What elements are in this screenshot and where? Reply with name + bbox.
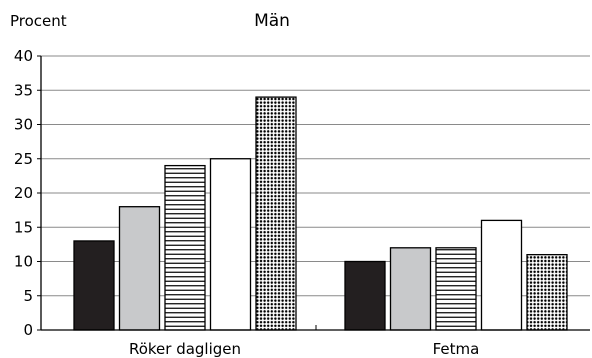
bar-fetma-4 xyxy=(480,219,523,331)
bar-roker-3 xyxy=(164,164,206,331)
y-axis-label: Procent xyxy=(10,12,67,30)
bar-fetma-2 xyxy=(389,247,432,331)
bar-roker-5 xyxy=(255,96,297,331)
y-tick-label: 0 xyxy=(23,321,33,339)
x-tick-label: Röker dagligen xyxy=(129,340,241,358)
bar-fetma-5 xyxy=(526,253,568,331)
axes xyxy=(40,56,590,331)
bar-roker-4 xyxy=(209,158,252,331)
y-tick-label: 5 xyxy=(23,287,33,305)
bar-group xyxy=(73,96,568,331)
y-tick-label: 40 xyxy=(14,47,33,65)
x-axis-labels: Röker dagligen Fetma xyxy=(129,340,479,358)
x-tick-label: Fetma xyxy=(433,340,480,358)
y-tick-label: 30 xyxy=(14,116,33,134)
bar-fetma-3 xyxy=(435,247,477,331)
y-tick-label: 20 xyxy=(14,184,33,202)
y-tick-label: 25 xyxy=(14,150,33,168)
y-tick-label: 10 xyxy=(14,253,33,271)
bar-fetma-1 xyxy=(344,260,386,331)
y-axis-ticks: 0 5 10 15 20 25 30 35 40 xyxy=(14,47,41,339)
bar-roker-1 xyxy=(73,240,115,331)
chart-title: Män xyxy=(254,11,290,31)
bar-roker-2 xyxy=(118,206,161,331)
y-tick-label: 35 xyxy=(14,81,33,99)
y-tick-label: 15 xyxy=(14,218,33,236)
